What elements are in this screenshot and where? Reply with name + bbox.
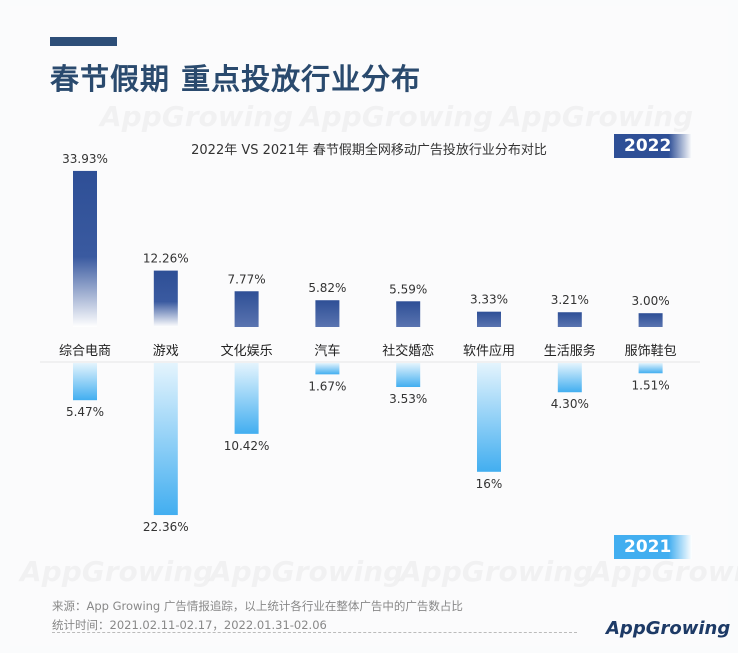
legend-2021: 2021 (614, 535, 692, 559)
bar-2021 (638, 363, 663, 374)
watermark: AppGrowing (100, 100, 293, 133)
value-label-2021: 5.47% (66, 405, 104, 419)
card (10, 6, 728, 646)
watermark: AppGrowing (20, 555, 213, 588)
watermark: AppGrowing (210, 555, 403, 588)
bar-2022 (73, 170, 97, 327)
period-note: 统计时间：2021.02.11-02.17，2022.01.31-02.06 (52, 618, 327, 632)
watermark: AppGrowing (400, 555, 593, 588)
value-label-2021: 4.30% (551, 397, 589, 411)
appgrowing-logo: AppGrowing (606, 618, 731, 639)
value-label-2022: 5.82% (308, 281, 346, 295)
watermark: AppGrowing (590, 555, 738, 588)
value-label-2021: 22.36% (143, 520, 189, 534)
bar-2022 (315, 300, 340, 327)
bar-2022 (396, 301, 421, 327)
value-label-2022: 3.33% (470, 293, 508, 307)
divider (52, 632, 577, 633)
category-label: 汽车 (314, 343, 340, 359)
bar-2021 (396, 363, 421, 388)
value-label-2021: 16% (476, 477, 503, 491)
value-label-2022: 33.93% (62, 152, 108, 166)
bar-2021 (557, 363, 582, 393)
legend-2022: 2022 (614, 134, 692, 158)
value-label-2022: 3.21% (551, 293, 589, 307)
bar-2021 (73, 363, 97, 401)
value-label-2021: 10.42% (224, 439, 270, 453)
value-label-2022: 5.59% (389, 282, 427, 296)
bar-2022 (557, 312, 582, 327)
category-label: 综合电商 (59, 344, 111, 359)
bar-2021 (153, 363, 178, 516)
category-label: 服饰鞋包 (625, 343, 677, 359)
category-label: 软件应用 (463, 343, 515, 359)
bar-2022 (477, 311, 501, 327)
bar-2021 (477, 363, 501, 472)
value-label-2021: 1.51% (632, 378, 670, 392)
chart-title: 2022年 VS 2021年 春节假期全网移动广告投放行业分布对比 (191, 143, 547, 158)
value-label-2022: 7.77% (228, 272, 266, 286)
category-label: 社交婚恋 (382, 343, 434, 359)
title-accent-bar (50, 37, 117, 46)
bar-2022 (638, 313, 663, 327)
bar-2021 (234, 363, 259, 434)
category-label: 游戏 (153, 344, 179, 359)
watermark: AppGrowing (300, 100, 493, 133)
value-label-2022: 12.26% (143, 252, 189, 266)
category-label: 生活服务 (544, 343, 596, 359)
page-title: 春节假期 重点投放行业分布 (50, 62, 422, 96)
value-label-2021: 1.67% (308, 379, 346, 393)
bar-2022 (234, 291, 259, 327)
source-note: 来源：App Growing 广告情报追踪，以上统计各行业在整体广告中的广告数占… (52, 599, 463, 613)
bar-2021 (315, 363, 340, 375)
category-label: 文化娱乐 (221, 344, 273, 359)
value-label-2021: 3.53% (389, 392, 427, 406)
value-label-2022: 3.00% (632, 294, 670, 308)
watermark: AppGrowing (500, 100, 693, 133)
bar-2022 (153, 270, 178, 327)
